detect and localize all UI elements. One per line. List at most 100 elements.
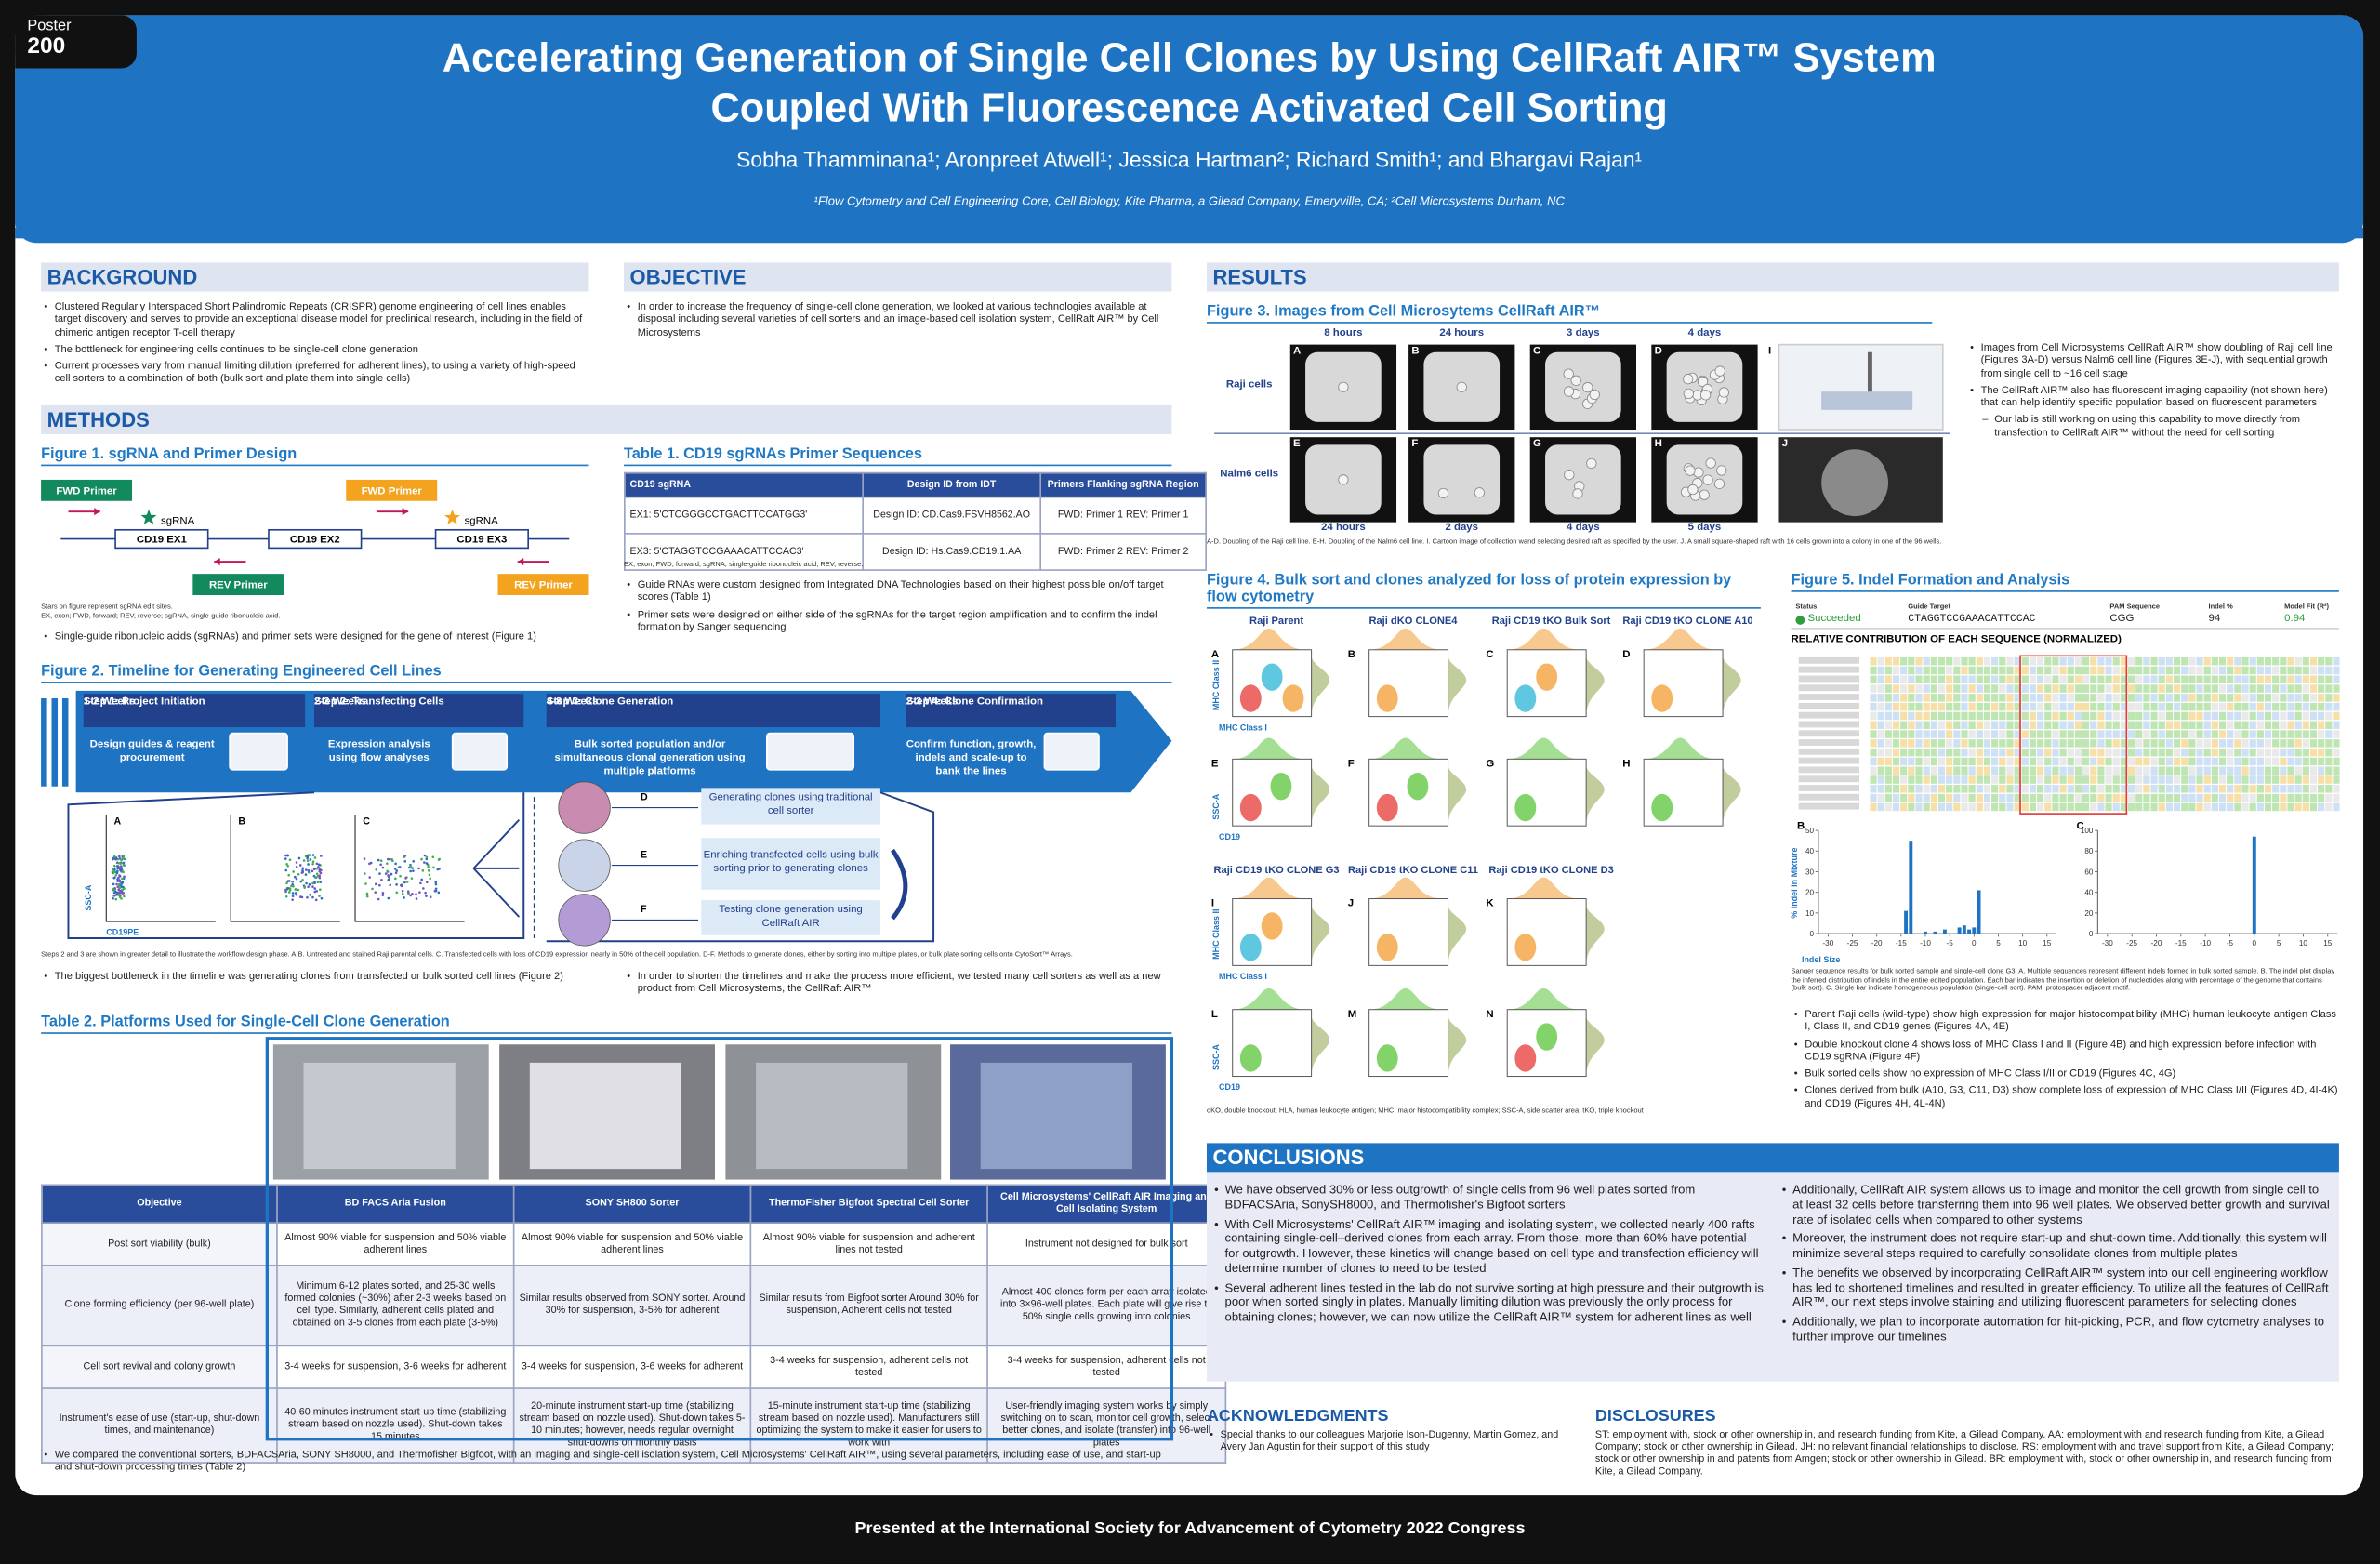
cell-population — [1514, 934, 1537, 961]
scatter-dot — [123, 875, 126, 879]
sequence-cell — [2112, 775, 2120, 784]
flow-plot — [1232, 758, 1313, 827]
sequence-cell — [1915, 793, 1923, 802]
sequence-cell — [2044, 656, 2052, 666]
seq-row-label — [1798, 757, 1859, 764]
sequence-cell — [2074, 702, 2082, 711]
sequence-cell — [1923, 694, 1930, 702]
table-cell: 3-4 weeks for suspension, 3-6 weeks for … — [512, 1345, 752, 1389]
sequence-cell — [1915, 775, 1923, 784]
seq-row-label — [1798, 766, 1859, 774]
sequence-cell — [2143, 793, 2150, 802]
sequence-cell — [2181, 802, 2188, 812]
sequence-cell — [2074, 675, 2082, 684]
sequence-cell — [2318, 785, 2325, 793]
time-label: 3 days — [1567, 327, 1600, 339]
scatter-dot — [400, 884, 403, 888]
sequence-cell — [2287, 802, 2294, 812]
scatter-dot — [122, 855, 126, 858]
sequence-cell — [1968, 793, 1976, 802]
scatter-dot — [320, 896, 324, 900]
sequence-cell — [2203, 675, 2211, 684]
sequence-cell — [2090, 656, 2097, 666]
sequence-cell — [1908, 785, 1915, 793]
scatter-dot — [123, 887, 126, 890]
sequence-cell — [2052, 775, 2059, 784]
sequence-cell — [2280, 739, 2287, 748]
sequence-cell — [2287, 711, 2294, 721]
sequence-cell — [2014, 721, 2021, 729]
sequence-cell — [1983, 748, 1991, 757]
y-tick-label: 20 — [1805, 889, 1815, 897]
sequence-cell — [1870, 721, 1877, 729]
sequence-cell — [1877, 730, 1884, 738]
sequence-cell — [1991, 766, 1999, 775]
header-cell: Cell Microsystems' CellRaft AIR Imaging … — [986, 1184, 1227, 1224]
histogram-right — [1448, 905, 1467, 966]
panel-letter: G — [1532, 438, 1541, 450]
sequence-cell — [1968, 802, 1976, 812]
sequence-cell — [2097, 793, 2105, 802]
sequence-cell — [2325, 656, 2333, 666]
sequence-cell — [2029, 702, 2037, 711]
sequence-cell — [1877, 684, 1884, 693]
sequence-cell — [1930, 785, 1937, 793]
scatter-dot — [319, 881, 322, 884]
scatter-dot — [123, 895, 126, 898]
sequence-cell — [2280, 802, 2287, 812]
sequence-cell — [2135, 730, 2143, 738]
sequence-cell — [2082, 739, 2090, 748]
sequence-cell — [2074, 739, 2082, 748]
panel-letter: B — [1411, 346, 1420, 357]
sequence-cell — [2256, 666, 2264, 675]
sequence-cell — [1976, 793, 1983, 802]
scatter-dot — [303, 885, 306, 888]
sequence-cell — [1946, 802, 1953, 812]
sequence-cell — [2249, 793, 2256, 802]
sequence-cell — [2165, 748, 2173, 757]
sequence-cell — [2318, 694, 2325, 702]
flow-plot — [1506, 1009, 1587, 1078]
scatter-dot — [411, 892, 414, 895]
sequence-cell — [1884, 766, 1892, 775]
scatter-dot — [387, 896, 390, 900]
scatter-dot — [393, 868, 397, 870]
histogram-top — [1232, 877, 1306, 899]
histogram-top — [1644, 628, 1717, 650]
sequence-cell — [2014, 666, 2021, 675]
sequence-cell — [1983, 730, 1991, 738]
status-value: 94 — [2208, 613, 2221, 625]
sequence-cell — [2150, 684, 2158, 693]
sequence-cell — [1900, 757, 1908, 766]
sequence-cell — [2097, 702, 2105, 711]
sequence-cell — [1908, 721, 1915, 729]
sequence-cell — [2302, 666, 2309, 675]
sequence-cell — [2181, 721, 2188, 729]
sequence-cell — [2203, 785, 2211, 793]
sequence-cell — [2264, 730, 2272, 738]
sequence-cell — [1884, 694, 1892, 702]
sequence-cell — [2059, 802, 2067, 812]
scatter-dot — [403, 860, 407, 863]
sequence-cell — [2082, 793, 2090, 802]
status-header: Guide Target — [1908, 603, 1950, 611]
scatter-dot — [390, 872, 393, 876]
sequence-cell — [1908, 666, 1915, 675]
sequence-cell — [2127, 785, 2135, 793]
sequence-cell — [2021, 757, 2029, 766]
sequence-cell — [2234, 730, 2241, 738]
sequence-cell — [2333, 675, 2340, 684]
scatter-dot — [420, 878, 424, 881]
sequence-cell — [2234, 656, 2241, 666]
sequence-cell — [1961, 739, 1968, 748]
sequence-cell — [1900, 684, 1908, 693]
sequence-cell — [2181, 711, 2188, 721]
sequence-cell — [1900, 785, 1908, 793]
scatter-dot — [116, 867, 119, 870]
scatter-dot — [318, 895, 321, 897]
sequence-cell — [2280, 666, 2287, 675]
sequence-cell — [2241, 748, 2249, 757]
sequence-cell — [2037, 785, 2044, 793]
sequence-cell — [2287, 775, 2294, 784]
sequence-cell — [2052, 694, 2059, 702]
